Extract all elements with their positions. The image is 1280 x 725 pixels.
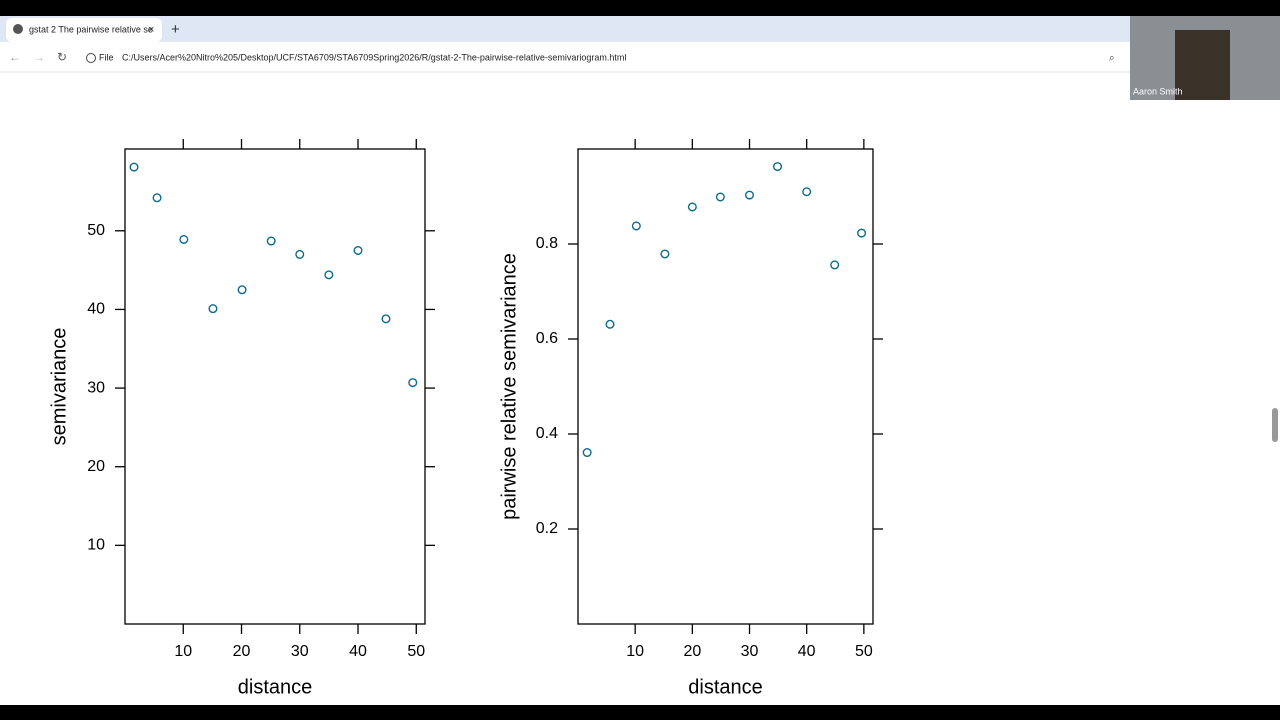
y-tick-label: 0.2 bbox=[536, 520, 558, 537]
address-label: File bbox=[99, 52, 114, 62]
x-tick-label: 10 bbox=[174, 643, 192, 660]
x-tick-label: 30 bbox=[741, 643, 759, 660]
scrollbar-thumb[interactable] bbox=[1272, 408, 1278, 442]
new-tab[interactable]: + bbox=[171, 21, 180, 38]
point bbox=[324, 270, 334, 280]
y-axis-label: semivariance bbox=[48, 328, 70, 446]
x-tick-label: 50 bbox=[855, 643, 873, 660]
y-tick-label: 10 bbox=[87, 537, 105, 554]
point bbox=[129, 162, 139, 172]
plot-frame bbox=[124, 148, 426, 625]
point bbox=[208, 304, 218, 314]
bottom-bar bbox=[0, 705, 1280, 720]
x-axis-label: distance bbox=[238, 676, 313, 698]
x-tick-label: 20 bbox=[233, 643, 251, 660]
point bbox=[715, 192, 725, 202]
point bbox=[582, 448, 592, 458]
point bbox=[152, 193, 162, 203]
tab-strip bbox=[0, 16, 1280, 42]
y-tick-label: 40 bbox=[87, 301, 105, 318]
webcam-person bbox=[1175, 30, 1230, 100]
top-bar bbox=[0, 0, 1280, 16]
point bbox=[408, 378, 418, 388]
x-tick-label: 30 bbox=[291, 643, 309, 660]
point bbox=[773, 162, 783, 172]
point bbox=[830, 260, 840, 270]
y-axis-label: pairwise relative semivariance bbox=[498, 253, 520, 520]
participant-name: Aaron Smith bbox=[1133, 86, 1183, 96]
point bbox=[745, 190, 755, 200]
tab-title: gstat 2 The pairwise relative se bbox=[29, 24, 153, 34]
x-axis-label: distance bbox=[688, 676, 763, 698]
forward-button[interactable]: → bbox=[33, 50, 45, 64]
point bbox=[381, 314, 391, 324]
point bbox=[631, 221, 641, 231]
point bbox=[857, 228, 867, 238]
url: C:/Users/Acer%20Nitro%205/Desktop/UCF/ST… bbox=[122, 52, 626, 62]
x-tick-label: 40 bbox=[798, 643, 816, 660]
reload-button[interactable]: ↻ bbox=[57, 50, 67, 64]
point bbox=[179, 234, 189, 244]
y-tick-label: 0.6 bbox=[536, 330, 558, 347]
x-tick-label: 10 bbox=[626, 643, 644, 660]
y-tick-label: 0.4 bbox=[536, 425, 558, 442]
tab[interactable] bbox=[6, 18, 162, 42]
x-tick-label: 20 bbox=[683, 643, 701, 660]
plot-frame bbox=[577, 148, 874, 625]
back-button[interactable]: ← bbox=[9, 50, 21, 64]
x-tick-label: 40 bbox=[349, 643, 367, 660]
point bbox=[660, 249, 670, 259]
point bbox=[266, 236, 276, 246]
zoom-icon[interactable]: ⌕ bbox=[1109, 53, 1115, 64]
y-tick-label: 50 bbox=[87, 222, 105, 239]
y-tick-label: 20 bbox=[87, 458, 105, 475]
y-tick-label: 0.8 bbox=[536, 235, 558, 252]
x-tick-label: 50 bbox=[407, 643, 425, 660]
point bbox=[687, 202, 697, 212]
point bbox=[237, 285, 247, 295]
point bbox=[605, 319, 615, 329]
address-bar[interactable] bbox=[80, 47, 1130, 68]
point bbox=[802, 187, 812, 197]
y-tick-label: 30 bbox=[87, 379, 105, 396]
tab-icon bbox=[13, 24, 23, 34]
tab-close[interactable]: × bbox=[148, 24, 154, 36]
point bbox=[353, 245, 363, 255]
point bbox=[295, 249, 305, 259]
info-icon bbox=[86, 53, 96, 63]
